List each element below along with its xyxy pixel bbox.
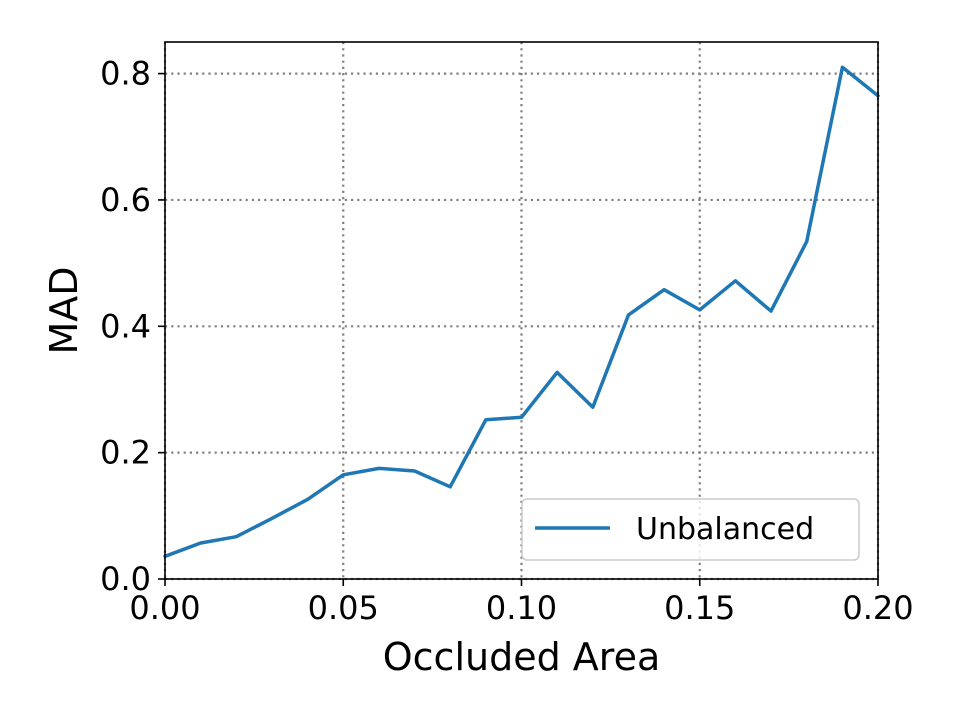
x-tick-label: 0.15 bbox=[664, 589, 735, 627]
y-axis-title: MAD bbox=[42, 266, 86, 354]
x-tick-label: 0.10 bbox=[486, 589, 557, 627]
x-tick-label: 0.20 bbox=[842, 589, 913, 627]
y-tick-label: 0.8 bbox=[100, 55, 151, 93]
legend: Unbalanced bbox=[521, 498, 860, 561]
y-tick-label: 0.2 bbox=[100, 434, 151, 472]
axis-ticks: 0.00 0.05 0.10 0.15 0.20 0.0 0.2 0.4 0.6 0.8 bbox=[100, 55, 914, 627]
legend-label-unbalanced: Unbalanced bbox=[636, 512, 814, 547]
series-line-unbalanced bbox=[163, 65, 880, 559]
x-axis-title: Occluded Area bbox=[383, 635, 661, 679]
y-tick-label: 0.6 bbox=[100, 181, 151, 219]
x-tick-label: 0.00 bbox=[129, 589, 200, 627]
x-tick-label: 0.05 bbox=[308, 589, 379, 627]
series-lines bbox=[163, 65, 880, 559]
legend-box bbox=[521, 498, 860, 561]
y-tick-label: 0.0 bbox=[100, 560, 151, 598]
y-tick-label: 0.4 bbox=[100, 307, 151, 345]
